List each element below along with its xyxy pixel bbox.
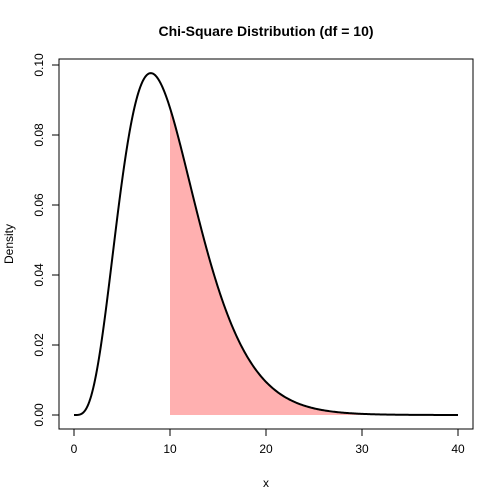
y-tick-label: 0.00 (32, 403, 46, 427)
x-tick-label: 40 (451, 442, 465, 456)
x-axis-label: x (263, 476, 269, 490)
x-tick-label: 30 (355, 442, 369, 456)
y-tick-label: 0.02 (32, 333, 46, 357)
x-tick-label: 0 (71, 442, 78, 456)
y-tick-label: 0.10 (32, 53, 46, 77)
y-tick-label: 0.04 (32, 263, 46, 287)
shaded-area (170, 107, 458, 416)
x-tick-label: 20 (259, 442, 273, 456)
y-axis: 0.00 0.02 0.04 0.06 0.08 0.10 (32, 53, 60, 427)
plot-frame (58, 58, 474, 430)
x-tick-label: 10 (163, 442, 177, 456)
x-axis: 0 10 20 30 40 (71, 428, 465, 456)
y-tick-label: 0.08 (32, 123, 46, 147)
density-curve (73, 72, 459, 416)
chart-title: Chi-Square Distribution (df = 10) (158, 23, 373, 39)
y-axis-label: Density (2, 224, 16, 264)
y-tick-label: 0.06 (32, 193, 46, 217)
